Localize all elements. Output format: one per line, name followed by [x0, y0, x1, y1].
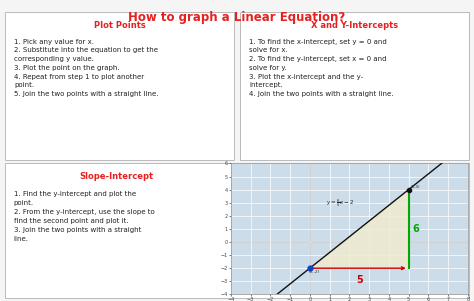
Text: (5,4): (5,4)	[410, 185, 420, 189]
Text: $y=\frac{6}{5}x-2$: $y=\frac{6}{5}x-2$	[326, 197, 354, 209]
Polygon shape	[310, 190, 409, 268]
Text: How to graph a Linear Equation?: How to graph a Linear Equation?	[128, 11, 346, 23]
Text: 6: 6	[412, 224, 419, 234]
Text: 1. Pick any value for x.
2. Substitute into the equation to get the
correspondin: 1. Pick any value for x. 2. Substitute i…	[14, 39, 158, 97]
Text: 1. Find the y-intercept and plot the
point.
2. From the y-intercept, use the slo: 1. Find the y-intercept and plot the poi…	[14, 191, 155, 241]
Text: Slope-Intercept: Slope-Intercept	[79, 172, 153, 181]
Text: X and Y-Intercepts: X and Y-Intercepts	[311, 21, 398, 30]
Text: (0,-2): (0,-2)	[309, 270, 320, 274]
Text: Plot Points: Plot Points	[93, 21, 146, 30]
Text: 1. To find the x-intercept, set y = 0 and
solve for x.
2. To find the y-intercep: 1. To find the x-intercept, set y = 0 an…	[249, 39, 393, 97]
Text: 5: 5	[356, 275, 363, 285]
